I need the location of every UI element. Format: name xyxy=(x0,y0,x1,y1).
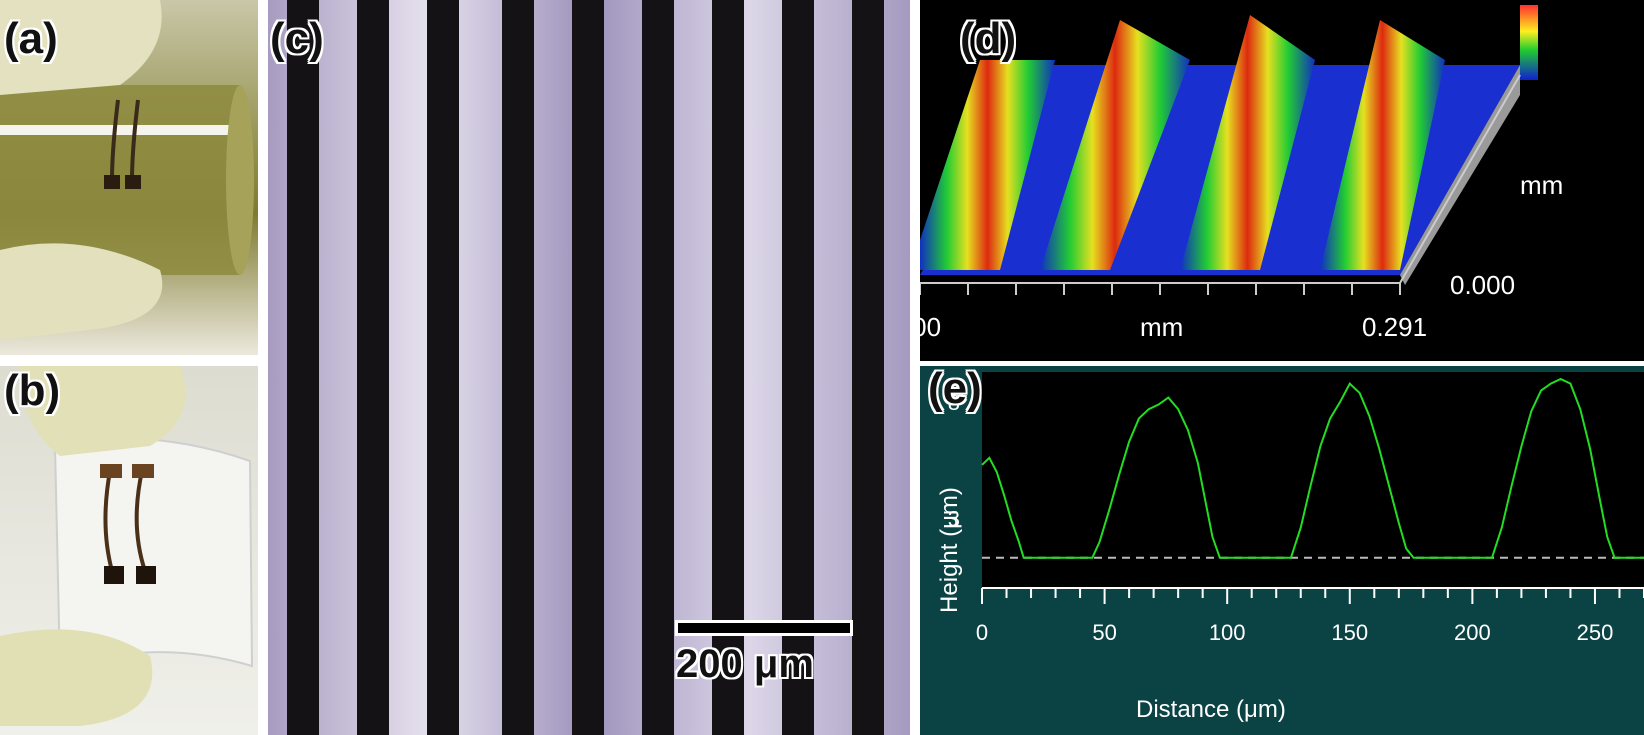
x-tick-label: 200 xyxy=(1454,620,1491,645)
y-tick-label: 8 xyxy=(948,390,960,415)
scale-bar xyxy=(675,620,853,636)
x-tick-label: 150 xyxy=(1331,620,1368,645)
panel-e-profile-chart: 0 50 100 150 200 250 3 8 (e) Distance (μm) Heig… xyxy=(920,366,1644,735)
line-gap xyxy=(642,0,674,735)
line-gap xyxy=(782,0,814,735)
panel-c-label: (c) xyxy=(270,14,324,63)
y-tick-label: 3 xyxy=(948,506,960,531)
line-gap xyxy=(357,0,389,735)
panel-c-micrograph: (c) 200 μm xyxy=(268,0,910,735)
panel-b-label: (b) xyxy=(4,366,61,415)
line-gap xyxy=(502,0,534,735)
transparent-film-illustration xyxy=(0,366,254,726)
rolled-film-illustration xyxy=(0,0,254,340)
panel-a-photo: (a) xyxy=(0,0,258,355)
line-gap xyxy=(712,0,744,735)
x-tick-label: 100 xyxy=(1209,620,1246,645)
height-profile-chart: 0 50 100 150 200 250 3 8 xyxy=(948,372,1644,645)
line-pattern-micrograph xyxy=(268,0,910,735)
line-gap xyxy=(572,0,604,735)
panel-d-3d-profile: (d) 0.000 mm 0.291 mm 0.000 xyxy=(920,0,1644,361)
line-gap xyxy=(852,0,884,735)
z-unit-label: mm xyxy=(1520,170,1564,200)
panel-b-photo: (b) xyxy=(0,366,258,735)
x-tick-label: 0 xyxy=(976,620,988,645)
x-unit-label: mm xyxy=(1140,312,1184,342)
series-line xyxy=(981,377,1644,559)
surface-3d-plot xyxy=(920,5,1538,295)
x-tick-label: 250 xyxy=(1577,620,1614,645)
x-tick-label: 50 xyxy=(1092,620,1116,645)
z-min-label: 0.000 xyxy=(1450,270,1516,300)
panel-a-label: (a) xyxy=(4,14,58,63)
panel-e-label: (e) xyxy=(928,366,982,413)
y-axis-title: Height (μm) xyxy=(936,487,963,613)
scale-bar-label: 200 μm xyxy=(676,642,814,686)
x-max-label: 0.291 xyxy=(1362,312,1428,342)
line-gap xyxy=(427,0,459,735)
x-axis-title: Distance (μm) xyxy=(1136,696,1286,723)
x-min-label: 0.000 xyxy=(920,312,942,342)
panel-d-label: (d) xyxy=(960,14,1017,63)
line-gap xyxy=(287,0,319,735)
